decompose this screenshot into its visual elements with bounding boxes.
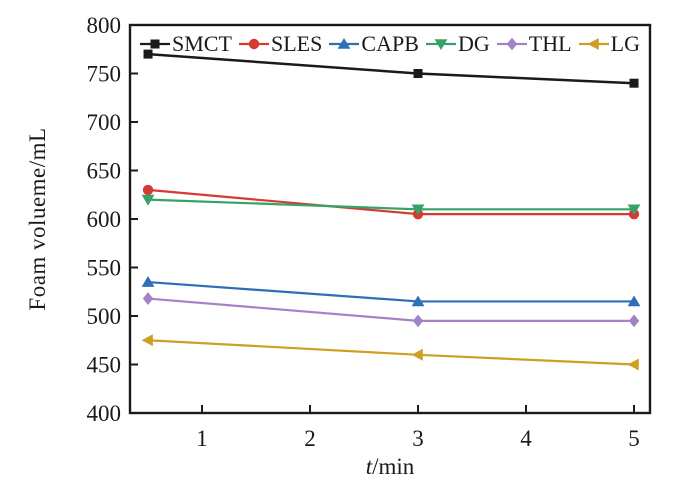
legend-label: CAPB (361, 31, 419, 56)
data-point-thl-diamond-icon (142, 292, 154, 305)
legend-label: THL (528, 31, 572, 56)
legend-marker-circle-icon (238, 38, 269, 50)
series-line-capb (146, 280, 636, 303)
data-point-dg-triangle-down-icon (627, 204, 641, 216)
y-axis-title: Foam volueme/mL (25, 127, 50, 311)
data-point-smct-square-icon (143, 49, 153, 59)
legend-label: SLES (270, 31, 323, 56)
y-tick-label: 500 (87, 304, 122, 329)
data-point-dg-triangle-down-icon (411, 204, 425, 216)
series-line-dg (146, 198, 636, 211)
legend-item-sles: SLES (238, 31, 323, 57)
data-point-thl-diamond-icon (412, 314, 424, 328)
marker-diamond-icon (506, 37, 517, 51)
data-point-lg-triangle-left-icon (141, 334, 153, 347)
data-point-capb-triangle-up-icon (411, 295, 425, 307)
legend-marker-triangle-up-icon (329, 38, 360, 49)
y-tick-label: 550 (87, 256, 122, 281)
legend-label: SMCT (172, 31, 232, 56)
x-tick-label: 3 (412, 426, 424, 451)
marker-triangle-left-icon (587, 38, 599, 50)
legend-marker-triangle-left-icon (578, 38, 609, 50)
x-tick-label: 2 (304, 426, 316, 451)
x-axis-title-unit: /min (372, 454, 415, 479)
data-point-sles-circle-icon (142, 184, 154, 196)
marker-circle-icon (248, 38, 260, 50)
y-tick-label: 600 (87, 207, 122, 232)
legend-marker-diamond-icon (496, 37, 527, 51)
data-point-smct-square-icon (629, 78, 639, 88)
legend-item-smct: SMCT (140, 31, 232, 57)
legend-label: LG (610, 31, 640, 56)
marker-triangle-down-icon (434, 39, 448, 50)
legend-item-dg: DG (425, 31, 490, 57)
y-tick-label: 650 (87, 159, 122, 184)
x-tick-label: 5 (628, 426, 640, 451)
y-tick-label: 800 (87, 13, 122, 38)
series-line-lg (146, 339, 636, 366)
legend-item-capb: CAPB (329, 31, 419, 57)
y-tick-label: 400 (87, 401, 122, 426)
data-point-smct-square-icon (413, 69, 423, 78)
data-point-lg-triangle-left-icon (627, 358, 639, 371)
x-tick-label: 1 (196, 426, 208, 451)
plot-border (128, 23, 652, 415)
legend-marker-square-icon (140, 39, 170, 49)
data-point-lg-triangle-left-icon (411, 348, 423, 361)
x-axis-title: t/min (130, 454, 650, 480)
marker-triangle-up-icon (338, 38, 351, 49)
y-tick-label: 700 (87, 110, 122, 135)
y-tick-label: 750 (87, 62, 122, 87)
data-point-capb-triangle-up-icon (141, 276, 155, 287)
x-tick-label: 4 (520, 426, 532, 451)
data-point-dg-triangle-down-icon (141, 194, 155, 206)
legend-item-lg: LG (578, 31, 640, 57)
marker-square-icon (150, 39, 160, 49)
legend-item-thl: THL (496, 31, 572, 57)
legend-marker-triangle-down-icon (425, 39, 456, 50)
chart-legend: SMCT SLES CAPB DG THL LG (140, 29, 640, 59)
legend-label: DG (457, 31, 490, 56)
data-point-thl-diamond-icon (628, 314, 640, 328)
x-axis-title-italic: t (365, 454, 373, 479)
data-point-capb-triangle-up-icon (627, 295, 641, 307)
y-tick-label: 450 (87, 353, 122, 378)
